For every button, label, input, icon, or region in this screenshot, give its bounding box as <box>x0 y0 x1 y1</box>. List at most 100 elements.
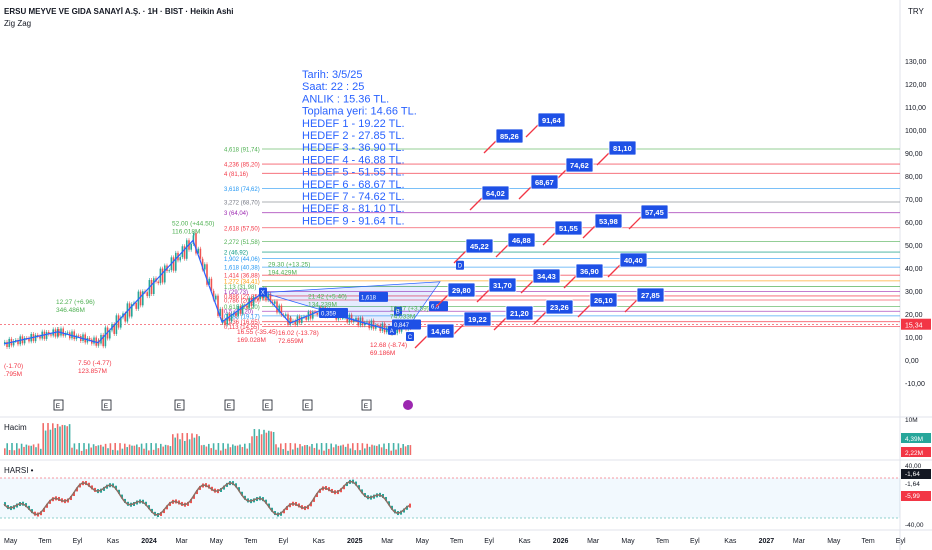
candle-body <box>316 312 318 315</box>
volume-bar <box>40 448 42 455</box>
volume-bar <box>68 424 71 455</box>
fib-label: 1,902 (44,06) <box>224 257 260 263</box>
fib-label: 2,272 (51,58) <box>224 240 260 246</box>
target-arrow <box>577 304 591 318</box>
zigzag-label: 12.27 (+6.96) <box>56 299 95 306</box>
candle-body <box>88 337 91 340</box>
pattern-value-box <box>359 291 388 302</box>
price-tick: 110,00 <box>905 105 926 112</box>
candle-body <box>204 264 206 270</box>
harsi-candle <box>316 493 318 498</box>
volume-bar <box>107 448 109 455</box>
time-tick: Tem <box>450 538 463 545</box>
volume-bar <box>349 448 352 455</box>
volume-bar <box>54 428 56 455</box>
zigzag-label: .795M <box>4 371 22 378</box>
volume-bar <box>28 445 30 455</box>
volume-bar <box>102 446 104 455</box>
zigzag-line <box>3 239 411 345</box>
volume-bar <box>229 447 232 455</box>
price-tick: -10,00 <box>905 381 925 388</box>
volume-panel-label: Hacim <box>4 423 27 432</box>
candle-body <box>206 264 208 285</box>
candle-body <box>186 240 188 259</box>
harsi-candle <box>115 485 117 490</box>
info-line: Toplama yeri: 14.66 TL. <box>302 106 417 118</box>
candle-body <box>137 291 140 309</box>
zigzag-label: 69.186M <box>370 350 395 357</box>
volume-bar <box>270 431 272 455</box>
earnings-marker-label: E <box>56 403 61 410</box>
candle-body <box>377 325 379 327</box>
volume-bar <box>196 434 198 455</box>
harsi-panel-label: HARSI • <box>4 466 34 475</box>
volume-bar <box>301 446 304 455</box>
volume-bar <box>325 443 328 455</box>
price-tick: 80,00 <box>905 174 923 181</box>
fib-label: 1,414 (36,88) <box>224 274 260 280</box>
volume-bar <box>328 448 330 455</box>
harsi-tick: -5,99 <box>905 493 920 500</box>
target-value: 53,98 <box>599 217 618 226</box>
volume-bar <box>210 448 212 455</box>
harsi-candle <box>46 503 48 508</box>
candle-body <box>39 336 41 339</box>
time-tick: Eyl <box>278 538 288 545</box>
volume-bar <box>287 450 289 455</box>
harsi-tick: 40,00 <box>905 463 922 470</box>
fib-label: 4,618 (91,74) <box>224 147 260 153</box>
fib-label: 0,886 (27,85) <box>224 294 260 300</box>
target-value: 21,20 <box>510 309 529 318</box>
harsi-candle <box>73 492 75 497</box>
volume-bar <box>133 445 136 455</box>
candle-body <box>381 323 384 331</box>
harsi-candle <box>265 499 267 504</box>
volume-bar <box>97 445 100 455</box>
indicator-label: Zig Zag <box>4 19 32 28</box>
time-tick: 2027 <box>759 538 775 545</box>
time-tick: Mar <box>381 538 394 545</box>
candle-body <box>48 331 50 335</box>
pattern-point-box <box>406 332 414 341</box>
target-arrow <box>476 289 490 303</box>
candle-body <box>237 306 239 317</box>
volume-bar <box>203 444 205 455</box>
target-value: 85,26 <box>500 132 519 141</box>
fib-label: 2,618 (57,50) <box>224 226 260 232</box>
pattern-value: 6,6 <box>431 305 440 311</box>
time-tick: May <box>4 538 18 545</box>
volume-bar <box>272 431 275 455</box>
volume-bar <box>167 445 169 455</box>
candle-body <box>153 278 155 294</box>
candle-body <box>305 316 307 320</box>
target-arrow <box>483 140 497 154</box>
fib-label: 0,113 (14,55) <box>224 325 259 331</box>
info-line: HEDEF 4 - 46.88 TL. <box>302 154 405 166</box>
pattern-point-box <box>259 287 267 297</box>
volume-bar <box>164 444 167 455</box>
volume-bar <box>37 443 40 455</box>
time-tick: 2024 <box>141 538 157 545</box>
volume-bar <box>402 444 404 455</box>
volume-bar <box>78 443 80 455</box>
price-tick: 10,00 <box>905 335 923 342</box>
harsi-candle <box>268 503 270 508</box>
volume-bar <box>244 443 246 455</box>
candle-body <box>257 298 259 300</box>
candle-body <box>219 308 221 316</box>
volume-bar <box>359 450 361 455</box>
candle-body <box>366 321 368 323</box>
volume-bar <box>397 443 400 455</box>
harsi-candle <box>43 507 45 512</box>
time-tick: Kas <box>724 538 737 545</box>
candle-body <box>146 292 148 297</box>
volume-bar <box>337 445 340 455</box>
volume-top-tick: 10M <box>905 417 918 424</box>
volume-bar <box>6 443 8 455</box>
target-value: 81,10 <box>613 144 632 153</box>
candle-body <box>383 323 386 333</box>
price-tick: 60,00 <box>905 220 923 227</box>
volume-bar <box>85 449 88 455</box>
harsi-candle <box>385 496 387 501</box>
